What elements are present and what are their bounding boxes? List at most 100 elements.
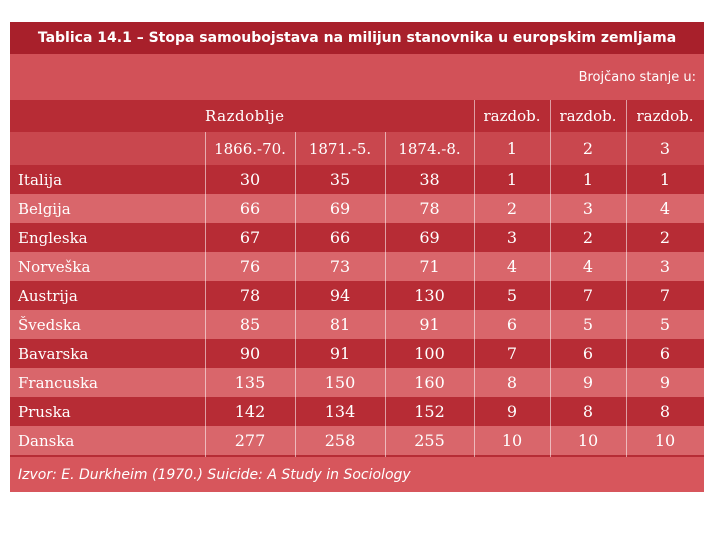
rank-cell: 6: [659, 344, 671, 363]
rate-cell: 66: [239, 199, 261, 218]
rank-cell: 1: [659, 170, 671, 189]
rank-cell: 3: [659, 257, 671, 276]
title-bar: Tablica 14.1 – Stopa samoubojstava na mi…: [10, 22, 704, 54]
subtitle-bar: Brojčano stanje u:: [10, 54, 704, 100]
header-period-1: 1866.-70.: [214, 139, 286, 158]
rate-cell: 76: [239, 257, 261, 276]
rate-cell: 135: [234, 373, 266, 392]
rate-cell: 67: [239, 228, 261, 247]
rate-cell: 94: [329, 286, 351, 305]
header-razdob-2: razdob.: [559, 107, 617, 125]
rank-cell: 4: [582, 257, 594, 276]
rate-cell: 150: [324, 373, 356, 392]
rank-cell: 7: [506, 344, 518, 363]
country-name: Austrija: [18, 286, 78, 305]
table-row: Austrija 78 94 130 5 7 7: [10, 281, 704, 310]
rate-cell: 142: [234, 402, 266, 421]
header-row-1: Razdoblje razdob. razdob. razdob.: [10, 100, 704, 132]
rate-cell: 71: [419, 257, 440, 276]
rank-cell: 6: [506, 315, 518, 334]
rank-cell: 8: [506, 373, 518, 392]
rank-cell: 7: [582, 286, 594, 305]
rate-cell: 30: [239, 170, 261, 189]
rank-cell: 9: [506, 402, 518, 421]
rate-cell: 38: [419, 170, 440, 189]
rate-cell: 73: [329, 257, 351, 276]
column-divider: [205, 132, 206, 457]
header-razdob-num-3: 3: [659, 139, 671, 158]
rank-cell: 3: [506, 228, 518, 247]
country-name: Danska: [18, 431, 75, 450]
table-row: Francuska 135 150 160 8 9 9: [10, 368, 704, 397]
rate-cell: 91: [329, 344, 351, 363]
rate-cell: 100: [414, 344, 445, 363]
rate-cell: 130: [414, 286, 445, 305]
column-divider: [385, 132, 386, 457]
country-name: Belgija: [18, 199, 71, 218]
country-name: Pruska: [18, 402, 71, 421]
header-period-3: 1874.-8.: [398, 139, 461, 158]
rank-cell: 5: [582, 315, 594, 334]
country-name: Norveška: [18, 257, 91, 276]
rate-cell: 78: [419, 199, 440, 218]
rate-cell: 152: [414, 402, 445, 421]
table-subtitle: Brojčano stanje u:: [578, 69, 696, 85]
country-name: Engleska: [18, 228, 88, 247]
rank-cell: 10: [577, 431, 599, 450]
source-bar: Izvor: E. Durkheim (1970.) Suicide: A St…: [10, 457, 704, 492]
table-row: Danska 277 258 255 10 10 10: [10, 426, 704, 455]
rate-cell: 66: [329, 228, 351, 247]
header-razdoblje: Razdoblje: [205, 107, 285, 125]
rate-cell: 255: [414, 431, 445, 450]
rank-cell: 2: [582, 228, 594, 247]
rank-cell: 5: [659, 315, 671, 334]
table-row: Pruska 142 134 152 9 8 8: [10, 397, 704, 426]
country-name: Bavarska: [18, 344, 89, 363]
column-divider: [474, 100, 475, 457]
header-row-2: 1866.-70. 1871.-5. 1874.-8. 1 2 3: [10, 132, 704, 165]
rank-cell: 4: [506, 257, 518, 276]
rank-cell: 8: [582, 402, 594, 421]
table-row: Engleska 67 66 69 3 2 2: [10, 223, 704, 252]
rate-cell: 277: [234, 431, 266, 450]
table-slide: Tablica 14.1 – Stopa samoubojstava na mi…: [10, 22, 704, 492]
table-row: Italija 30 35 38 1 1 1: [10, 165, 704, 194]
rate-cell: 78: [239, 286, 261, 305]
country-name: Švedska: [18, 315, 81, 334]
rank-cell: 2: [506, 199, 518, 218]
rate-cell: 134: [324, 402, 356, 421]
header-razdob-3: razdob.: [636, 107, 694, 125]
country-name: Francuska: [18, 373, 98, 392]
column-divider: [550, 100, 551, 457]
rate-cell: 90: [239, 344, 261, 363]
rank-cell: 1: [506, 170, 518, 189]
header-period-2: 1871.-5.: [308, 139, 372, 158]
header-razdob-num-2: 2: [582, 139, 594, 158]
rate-cell: 160: [414, 373, 445, 392]
rank-cell: 7: [659, 286, 671, 305]
source-note: Izvor: E. Durkheim (1970.) Suicide: A St…: [18, 466, 411, 483]
rank-cell: 1: [582, 170, 594, 189]
rank-cell: 2: [659, 228, 671, 247]
table-title: Tablica 14.1 – Stopa samoubojstava na mi…: [37, 30, 677, 46]
table-row: Norveška 76 73 71 4 4 3: [10, 252, 704, 281]
rank-cell: 9: [582, 373, 594, 392]
rank-cell: 5: [506, 286, 518, 305]
rank-cell: 10: [501, 431, 523, 450]
country-name: Italija: [18, 170, 63, 189]
header-razdob-num-1: 1: [506, 139, 518, 158]
header-razdob-1: razdob.: [483, 107, 541, 125]
rank-cell: 9: [659, 373, 671, 392]
rate-cell: 69: [329, 199, 351, 218]
rate-cell: 91: [419, 315, 440, 334]
rate-cell: 69: [419, 228, 440, 247]
rank-cell: 8: [659, 402, 671, 421]
table-row: Belgija 66 69 78 2 3 4: [10, 194, 704, 223]
table-row: Bavarska 90 91 100 7 6 6: [10, 339, 704, 368]
column-divider: [295, 132, 296, 457]
rate-cell: 81: [329, 315, 351, 334]
rank-cell: 3: [582, 199, 594, 218]
rank-cell: 10: [654, 431, 676, 450]
rank-cell: 4: [659, 199, 671, 218]
column-divider: [626, 100, 627, 457]
